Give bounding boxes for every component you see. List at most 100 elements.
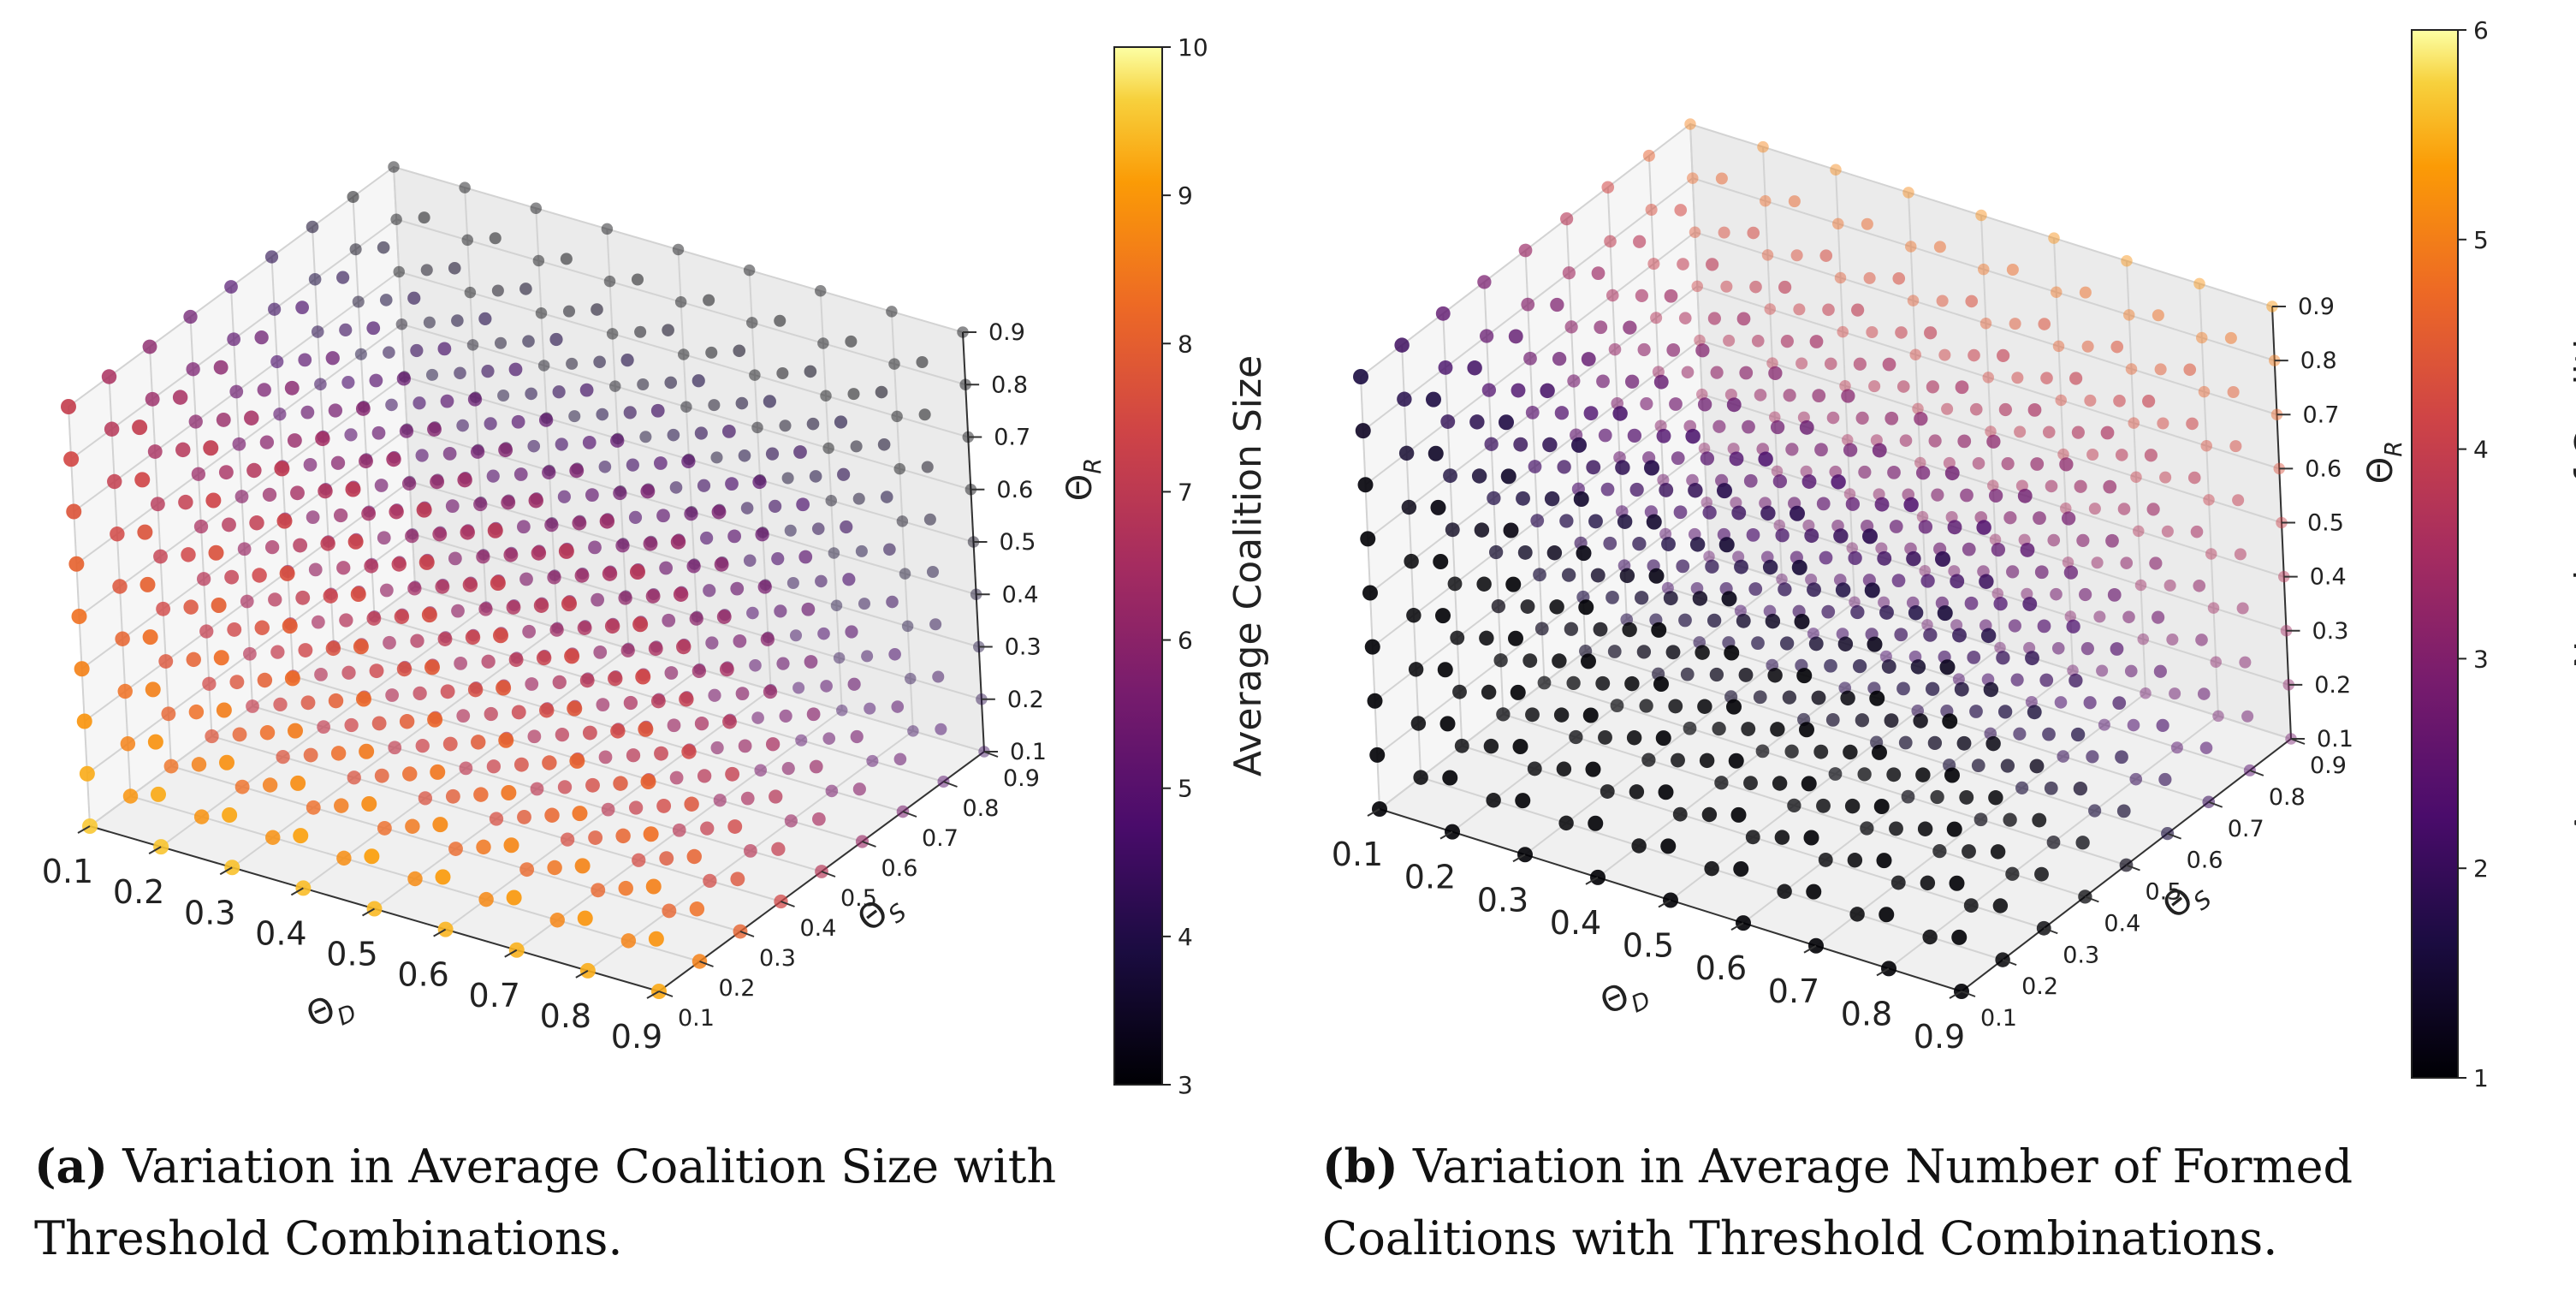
data-point	[2051, 641, 2065, 655]
data-point	[390, 213, 402, 225]
data-point	[893, 753, 907, 766]
data-point	[1784, 744, 1799, 759]
data-point	[394, 609, 410, 624]
data-point	[1916, 510, 1929, 523]
data-point	[567, 700, 583, 717]
data-point	[1790, 249, 1803, 262]
data-point	[1921, 619, 1933, 631]
data-point	[1397, 391, 1412, 407]
data-point	[1591, 266, 1606, 280]
data-point	[1777, 884, 1792, 899]
data-point	[667, 428, 680, 442]
data-point	[1639, 699, 1653, 713]
data-point	[1899, 434, 1913, 447]
data-point	[1729, 451, 1744, 467]
data-point	[669, 770, 684, 785]
data-point	[74, 661, 90, 677]
data-point	[623, 406, 637, 419]
data-point	[279, 565, 295, 581]
data-point	[2032, 812, 2047, 828]
data-point	[1855, 713, 1870, 728]
data-point	[312, 615, 325, 629]
data-point	[1598, 428, 1612, 443]
chart-b: 0.10.20.30.40.50.60.70.80.9 0.10.20.30.40…	[1332, 16, 2576, 1092]
data-point	[893, 462, 905, 475]
data-point	[1807, 582, 1821, 598]
data-point	[347, 533, 364, 550]
data-point	[686, 559, 701, 574]
data-point	[2054, 696, 2068, 709]
data-point	[147, 734, 163, 750]
data-point	[1523, 351, 1537, 366]
data-point	[186, 651, 201, 668]
data-point	[796, 497, 810, 512]
data-point	[427, 711, 443, 728]
data-point	[1717, 483, 1732, 499]
data-point	[1974, 812, 1988, 827]
data-point	[1923, 628, 1938, 642]
data-point	[402, 766, 418, 782]
data-point	[1706, 613, 1722, 628]
data-point	[1863, 271, 1876, 284]
data-point	[2100, 425, 2115, 440]
data-point	[784, 814, 798, 828]
data-point	[708, 688, 721, 702]
data-point	[413, 686, 427, 701]
data-point	[145, 681, 161, 698]
data-point	[2033, 511, 2046, 525]
data-point	[1903, 497, 1919, 513]
data-point	[1849, 596, 1861, 608]
data-point	[1886, 767, 1902, 782]
data-point	[552, 385, 566, 399]
data-point	[1678, 613, 1692, 628]
data-point	[1979, 574, 1994, 589]
data-point	[1583, 406, 1599, 421]
x-tick-label: 0.3	[1477, 881, 1528, 919]
data-point	[1746, 528, 1760, 542]
data-point	[460, 525, 475, 540]
data-point	[1819, 249, 1833, 262]
data-point	[588, 540, 602, 555]
data-point	[730, 872, 745, 887]
data-point	[401, 476, 417, 491]
data-point	[694, 716, 709, 731]
data-point	[1672, 806, 1688, 822]
data-point	[2037, 619, 2051, 634]
colorbar-tick-label: 7	[1178, 478, 1193, 506]
data-point	[163, 759, 179, 774]
data-point	[631, 273, 644, 286]
data-point	[303, 458, 318, 472]
data-point	[1674, 204, 1688, 217]
data-point	[1858, 465, 1872, 479]
data-point	[542, 465, 556, 480]
data-point	[2011, 372, 2024, 384]
data-point	[837, 467, 851, 481]
data-point	[1933, 241, 1946, 253]
data-point	[264, 539, 280, 555]
data-point	[1741, 722, 1756, 736]
data-point	[1924, 326, 1938, 340]
data-point	[1975, 209, 1987, 222]
data-point	[2042, 727, 2056, 741]
data-point	[618, 591, 632, 605]
data-point	[1996, 651, 2010, 665]
data-point	[549, 913, 565, 928]
data-point	[1612, 406, 1628, 421]
data-point	[1561, 568, 1576, 582]
data-point	[254, 330, 269, 345]
data-point	[2193, 579, 2206, 592]
data-point	[2079, 286, 2092, 299]
data-point	[596, 408, 609, 421]
data-point	[1699, 753, 1715, 769]
data-point	[1588, 815, 1604, 831]
data-point	[1843, 443, 1858, 457]
data-point	[1794, 614, 1810, 629]
data-point	[1915, 466, 1931, 480]
data-point	[1615, 460, 1630, 475]
data-point	[1629, 784, 1645, 800]
z-axis-label: ΘR	[1060, 458, 1107, 501]
data-point	[1866, 325, 1879, 339]
data-point	[1499, 414, 1514, 431]
colorbar-tick-label: 6	[2473, 16, 2489, 45]
data-point	[359, 454, 373, 469]
